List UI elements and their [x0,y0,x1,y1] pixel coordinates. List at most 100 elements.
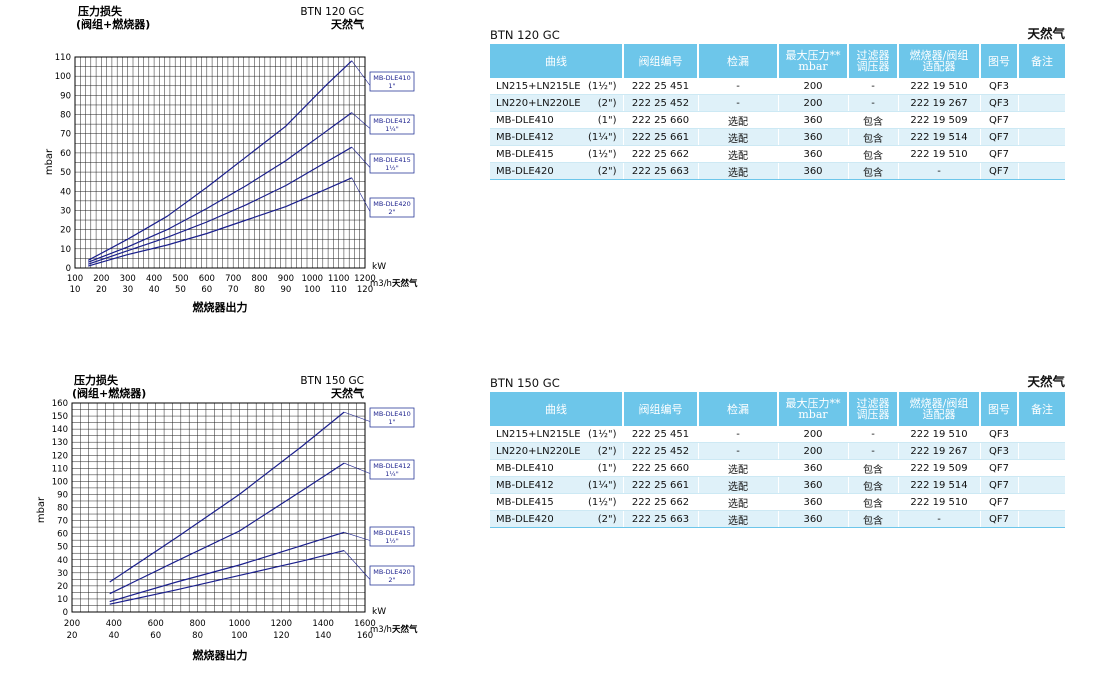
series-leader-line [351,112,371,129]
y-tick-label: 110 [52,464,68,474]
curve-size: (1¼") [588,131,617,143]
y-tick-label: 60 [60,149,71,159]
cell-pmax: 200 [778,94,849,112]
x-tick-label-kw: 1200 [354,274,376,284]
cell-code: 222 25 663 [623,162,699,180]
y-tick-label: 0 [66,264,71,274]
curve-size: (1½") [588,148,617,160]
series-label-size: 2" [388,576,395,584]
cell-filter: 包含 [848,493,899,511]
series-label-name: MB-DLE420 [373,200,411,208]
y-tick-label: 50 [60,168,71,178]
cell-pmax: 360 [778,128,849,146]
cell-curve: MB-DLE415 (1½") [490,145,624,163]
series-label-box [369,153,415,174]
y-tick-label: 40 [60,187,71,197]
series-line-mb-dle412 [109,462,345,595]
cell-leak: 选配 [698,459,779,477]
cell-adapter: - [898,162,981,180]
table-header-cell: 燃烧器/阀组 适配器 [898,44,981,78]
cell-curve: MB-DLE412 (1¼") [490,476,624,494]
table-model: BTN 120 GC [490,28,560,42]
table-header-cell: 阀组编号 [623,392,699,426]
series-label-size: 1" [388,82,395,90]
series-leader-line [343,550,371,580]
chart-model: BTN 120 GC [300,6,364,18]
x-tick-label-kw: 200 [64,619,80,629]
x-tick-label-m3h: 30 [122,285,133,295]
table-row: MB-DLE415 (1½") 222 25 662 选配 360 包含 222 19 51… [490,145,1065,163]
cell-fig: QF3 [980,442,1019,460]
table-row: MB-DLE412 (1¼") 222 25 661 选配 360 包含 222 19 51… [490,476,1065,494]
chart-title-line1: 压力损失 [74,373,119,387]
x-tick-label-m3h: 80 [254,285,265,295]
cell-leak: - [698,442,779,460]
chart-gas: 天然气 [331,17,364,31]
pressure-loss-chart-btn120: 压力损失 (阀组+燃烧器) BTN 120 GC 天然气 mbar kW m3/… [44,4,418,314]
series-label-size: 1½" [385,164,398,172]
y-tick-label: 60 [57,530,68,540]
cell-leak: 选配 [698,162,779,180]
m3h-gas-label: 天然气 [392,624,418,635]
plot-frame [71,402,366,613]
cell-curve: MB-DLE410 (1") [490,111,624,129]
y-tick-label: 0 [63,608,68,618]
cell-note [1018,442,1065,460]
y-tick-label: 80 [60,111,71,121]
cell-adapter: 222 19 510 [898,493,981,511]
series-label-name: MB-DLE420 [373,568,411,576]
cell-note [1018,111,1065,129]
x-tick-label-m3h: 160 [357,631,373,641]
spec-table: 曲线 阀组编号 检漏 最大压力** mbar 过滤器 调压器 燃烧器/阀组 适配器 图号 备注 LN… [490,392,1065,528]
cell-adapter: 222 19 514 [898,476,981,494]
curve-size: (1¼") [588,479,617,491]
table-row: MB-DLE410 (1") 222 25 660 选配 360 包含 222 19 509… [490,111,1065,129]
cell-note [1018,426,1065,443]
cell-code: 222 25 662 [623,493,699,511]
y-axis-label: mbar [44,148,55,175]
x-axis-label: 燃烧器出力 [192,300,248,314]
x-tick-label-kw: 400 [146,274,162,284]
x-tick-label-kw: 1100 [328,274,350,284]
y-tick-label: 70 [60,130,71,140]
curve-name: MB-DLE410 [496,114,554,126]
table-row: MB-DLE412 (1¼") 222 25 661 选配 360 包含 222 19 51… [490,128,1065,146]
series-label-name: MB-DLE410 [373,74,411,82]
chart-model: BTN 150 GC [300,375,364,387]
x-tick-label-m3h: 120 [273,631,289,641]
series-label-box [369,114,415,135]
series-label-size: 1¼" [385,125,398,133]
series-line-mb-dle415 [109,531,345,603]
table-header-cell: 过滤器 调压器 [848,44,899,78]
series-label-size: 1¼" [385,470,398,478]
cell-curve: LN220+LN220LE (2") [490,442,624,460]
cell-pmax: 360 [778,111,849,129]
kw-unit-label: kW [372,262,386,272]
x-tick-label-kw: 1000 [301,274,323,284]
x-tick-label-m3h: 80 [192,631,203,641]
curve-size: (1½") [588,80,617,92]
curve-name: MB-DLE420 [496,513,554,525]
series-label-box [369,407,415,428]
cell-fig: QF3 [980,78,1019,95]
table-header-cell: 图号 [980,392,1019,426]
cell-adapter: 222 19 267 [898,94,981,112]
cell-pmax: 360 [778,145,849,163]
x-tick-label-kw: 400 [106,619,122,629]
x-tick-label-kw: 200 [93,274,109,284]
cell-code: 222 25 660 [623,111,699,129]
series-line-mb-dle412 [87,112,353,263]
curve-name: MB-DLE410 [496,462,554,474]
x-tick-label-m3h: 10 [70,285,81,295]
series-label-size: 1½" [385,537,398,545]
cell-pmax: 360 [778,493,849,511]
curve-name: MB-DLE412 [496,479,554,491]
x-tick-label-m3h: 50 [175,285,186,295]
cell-filter: 包含 [848,111,899,129]
table-header-row: 曲线 阀组编号 检漏 最大压力** mbar 过滤器 调压器 燃烧器/阀组 适配器 图号 备注 [490,392,1065,426]
cell-filter: - [848,442,899,460]
x-tick-label-m3h: 40 [108,631,119,641]
y-tick-label: 40 [57,556,68,566]
table-header-cell: 最大压力** mbar [778,44,849,78]
cell-filter: 包含 [848,145,899,163]
